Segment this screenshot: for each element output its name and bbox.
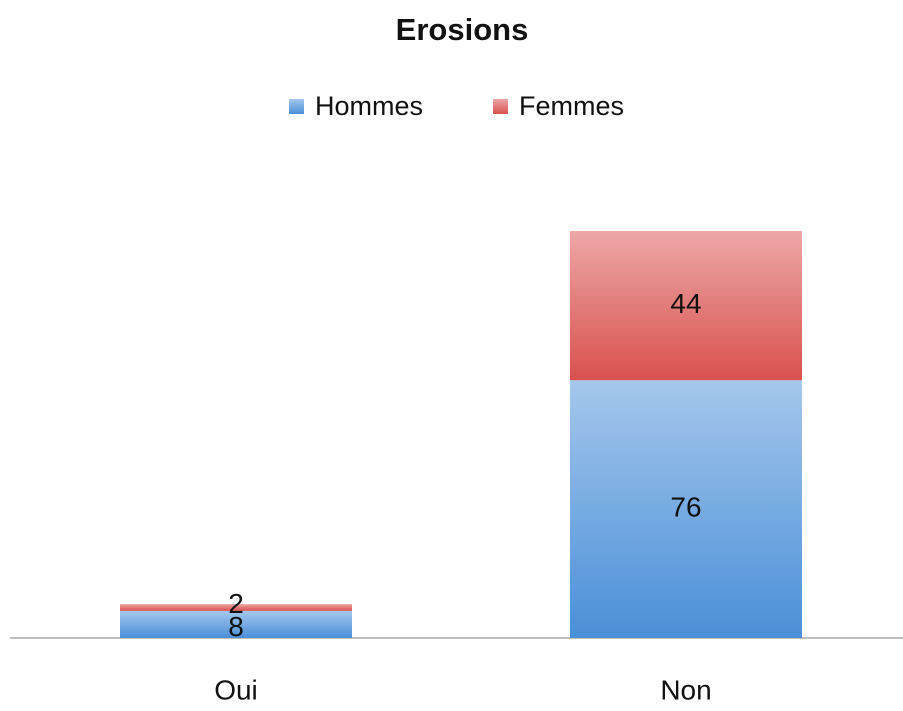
bar-segment — [570, 380, 802, 638]
data-label: 8 — [228, 611, 244, 642]
x-tick-label: Oui — [214, 674, 258, 705]
chart-title: Erosions — [396, 12, 529, 47]
legend-label: Femmes — [519, 91, 624, 121]
data-label: 44 — [670, 288, 701, 319]
bar-segment — [120, 604, 352, 611]
legend-swatch — [289, 99, 304, 114]
legend-swatch — [493, 99, 508, 114]
bar-segment — [120, 610, 352, 638]
bar-segment — [570, 231, 802, 381]
data-label: 2 — [228, 588, 244, 619]
x-tick-label: Non — [660, 674, 711, 705]
data-label: 76 — [670, 492, 701, 523]
legend-label: Hommes — [315, 91, 423, 121]
